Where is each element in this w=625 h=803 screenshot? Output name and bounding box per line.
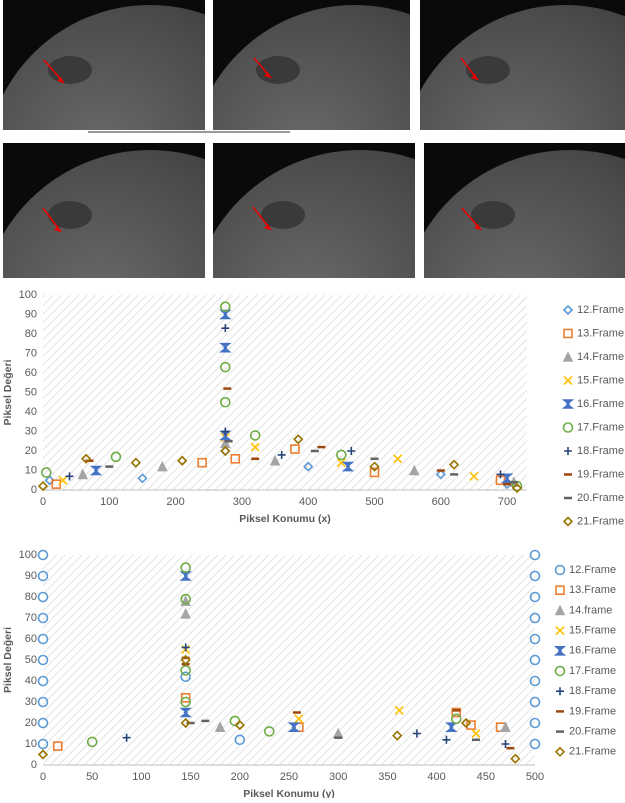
legend-label: 21.Frame (569, 746, 616, 758)
legend-marker (564, 353, 572, 361)
legend-marker (556, 748, 564, 756)
legend-label: 17.Frame (577, 421, 624, 433)
y-tick-label: 30 (25, 696, 37, 708)
legend-marker (564, 423, 573, 432)
y-tick-label: 90 (25, 308, 37, 320)
x-axis-title: Piksel Konumu (x) (239, 513, 331, 525)
legend-label: 19.Frame (569, 705, 616, 717)
x-tick-label: 250 (280, 771, 298, 783)
y-tick-label: 40 (25, 406, 37, 418)
x-tick-label: 500 (365, 496, 383, 508)
legend-label: 18.Frame (569, 685, 616, 697)
legend-marker (556, 647, 564, 655)
x-tick-label: 100 (132, 771, 150, 783)
figure: 0102030405060708090100010020030040050060… (0, 0, 625, 798)
y-tick-label: 70 (25, 612, 37, 624)
legend-label: 14.Frame (577, 351, 624, 363)
y-tick-label: 0 (31, 759, 37, 771)
x-axis-title: Piksel Konumu (y) (243, 788, 335, 798)
legend-label: 20.Frame (577, 492, 624, 504)
legend-label: 19.Frame (577, 468, 624, 480)
y-tick-label: 80 (25, 328, 37, 340)
y-tick-label: 10 (25, 738, 37, 750)
plot-area (43, 555, 535, 765)
y-tick-label: 10 (25, 464, 37, 476)
y-axis-title: Piksel Değeri (2, 359, 14, 425)
x-tick-label: 400 (427, 771, 445, 783)
legend-marker (556, 667, 565, 676)
legend-label: 13.Frame (577, 327, 624, 339)
legend-label: 21.Frame (577, 515, 624, 527)
legend-marker (564, 330, 572, 338)
y-tick-label: 0 (31, 484, 37, 496)
x-tick-label: 500 (526, 771, 544, 783)
x-tick-label: 200 (166, 496, 184, 508)
y-tick-label: 30 (25, 425, 37, 437)
legend-label: 16.Frame (577, 398, 624, 410)
y-tick-label: 60 (25, 367, 37, 379)
legend-label: 18.Frame (577, 445, 624, 457)
y-tick-label: 50 (25, 386, 37, 398)
legend-marker (556, 586, 564, 594)
legend-marker (564, 306, 572, 314)
legend-label: 14.frame (569, 604, 612, 616)
legend-label: 20.Frame (569, 726, 616, 738)
legend-marker (564, 377, 572, 385)
legend-label: 12.Frame (569, 564, 616, 576)
legend-label: 15.Frame (569, 625, 616, 637)
legend-marker (564, 518, 572, 526)
legend-marker (556, 566, 565, 575)
legend-label: 16.Frame (569, 645, 616, 657)
legend-marker (564, 400, 572, 408)
y-tick-label: 70 (25, 347, 37, 359)
y-tick-label: 60 (25, 633, 37, 645)
legend-label: 17.Frame (569, 665, 616, 677)
x-tick-label: 300 (233, 496, 251, 508)
legend-label: 15.Frame (577, 374, 624, 386)
y-tick-label: 20 (25, 717, 37, 729)
x-tick-label: 0 (40, 496, 46, 508)
x-tick-label: 50 (86, 771, 98, 783)
legend-marker (564, 447, 572, 455)
legend-label: 12.Frame (577, 304, 624, 316)
x-tick-label: 200 (231, 771, 249, 783)
x-tick-label: 700 (498, 496, 516, 508)
x-tick-label: 400 (299, 496, 317, 508)
y-tick-label: 20 (25, 445, 37, 457)
legend-label: 13.Frame (569, 584, 616, 596)
x-tick-label: 350 (378, 771, 396, 783)
x-tick-label: 450 (477, 771, 495, 783)
y-tick-label: 80 (25, 591, 37, 603)
x-tick-label: 300 (329, 771, 347, 783)
y-tick-label: 100 (19, 549, 37, 561)
x-tick-label: 100 (100, 496, 118, 508)
x-tick-label: 150 (181, 771, 199, 783)
legend-marker (556, 606, 564, 614)
legend-marker (556, 687, 564, 695)
x-tick-label: 0 (40, 771, 46, 783)
y-tick-label: 50 (25, 654, 37, 666)
page: {"chart_data": [ {"type": "scatter", "x_… (0, 0, 625, 803)
legend-marker (556, 627, 564, 635)
y-tick-label: 100 (19, 289, 37, 301)
y-tick-label: 40 (25, 675, 37, 687)
y-tick-label: 90 (25, 570, 37, 582)
x-tick-label: 600 (432, 496, 450, 508)
y-axis-title: Piksel Değeri (2, 627, 14, 693)
